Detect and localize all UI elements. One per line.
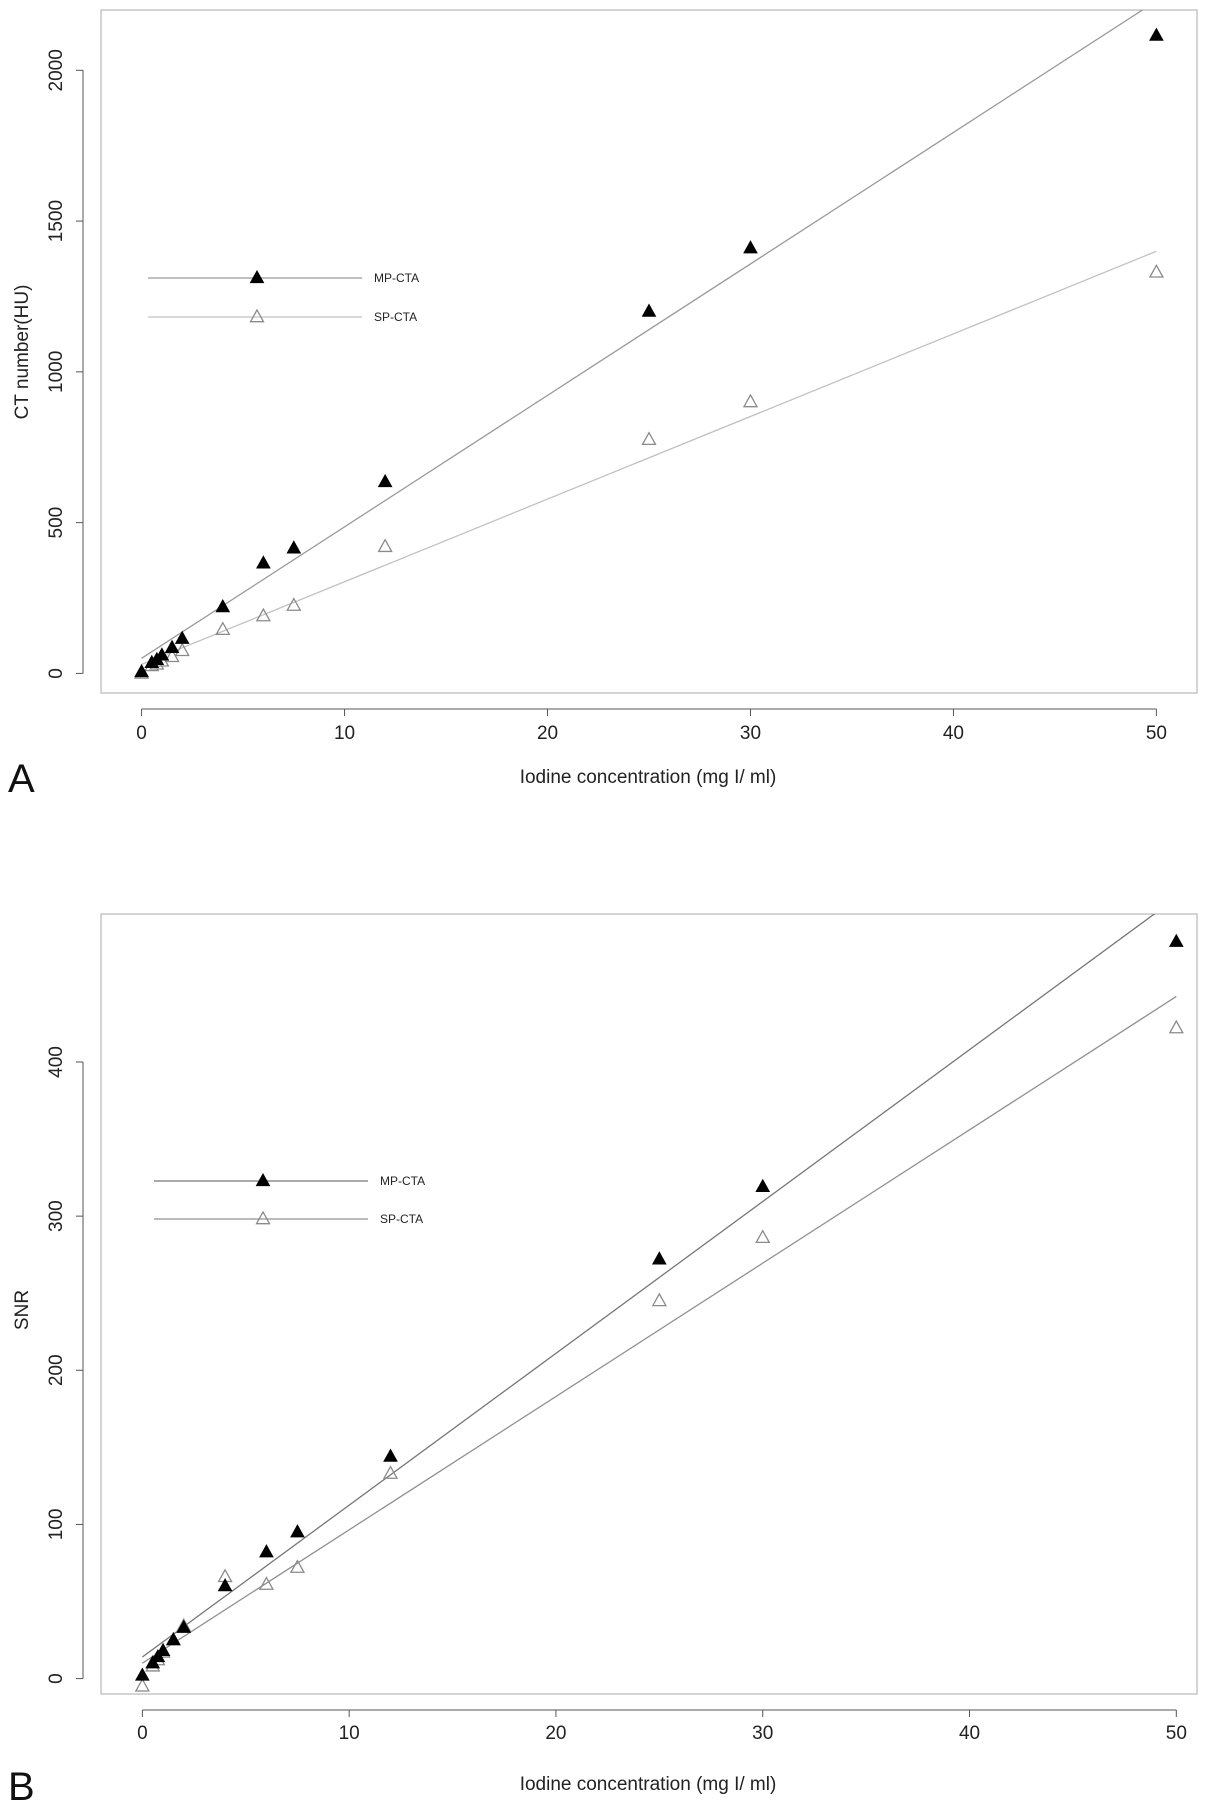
x-tick-label: 20 xyxy=(545,1723,566,1744)
legend-label-sp-cta: SP-CTA xyxy=(380,1212,423,1226)
data-point-mp-cta xyxy=(155,1642,171,1657)
data-point-sp-cta xyxy=(641,431,657,446)
data-point-mp-cta xyxy=(164,639,180,653)
data-point-sp-cta xyxy=(289,1559,306,1573)
legend-marker-mp-cta xyxy=(249,269,265,284)
y-axis-title: CT number(HU) xyxy=(12,285,33,420)
data-point-sp-cta xyxy=(742,393,759,408)
panel-b: 0 10 20 30 40 50 0 100 200 300 400 Iodine concentra… xyxy=(8,913,1198,1800)
y-tick-label: 0 xyxy=(46,668,67,679)
y-tick-label: 300 xyxy=(46,1200,67,1232)
data-point-mp-cta xyxy=(256,555,271,569)
plot-frame xyxy=(100,913,1198,1695)
y-tick-label: 2000 xyxy=(46,49,67,91)
data-point-mp-cta xyxy=(259,1544,274,1558)
data-point-mp-cta xyxy=(641,303,657,317)
data-point-sp-cta xyxy=(255,607,271,622)
legend-marker-mp-cta xyxy=(255,1172,271,1187)
x-tick-label: 50 xyxy=(1146,723,1167,744)
data-point-sp-cta xyxy=(134,1677,150,1692)
legend-marker-sp-cta xyxy=(249,308,265,323)
x-tick-label: 20 xyxy=(537,723,558,744)
x-tick-label: 50 xyxy=(1166,1723,1187,1744)
y-axis-title: SNR xyxy=(12,1290,33,1330)
data-point-sp-cta xyxy=(258,1576,275,1590)
x-axis-title: Iodine concentration (mg I/ ml) xyxy=(520,1774,777,1795)
x-tick-label: 30 xyxy=(740,723,761,744)
data-point-mp-cta xyxy=(176,1619,192,1633)
data-point-mp-cta xyxy=(286,540,302,554)
data-point-mp-cta xyxy=(1149,27,1164,41)
data-point-mp-cta xyxy=(174,630,190,644)
legend-label-mp-cta: MP-CTA xyxy=(380,1174,425,1188)
x-axis-title: Iodine concentration (mg I/ ml) xyxy=(520,767,777,788)
x-tick-label: 0 xyxy=(137,1723,148,1744)
x-tick-label: 10 xyxy=(339,1723,360,1744)
fit-line-mp-cta xyxy=(141,10,1144,659)
data-point-sp-cta xyxy=(382,1465,399,1479)
data-point-mp-cta xyxy=(215,599,231,613)
fit-line-mp-cta xyxy=(141,914,1156,1658)
plot-frame xyxy=(100,9,1198,694)
data-point-mp-cta xyxy=(383,1448,398,1462)
fit-line-sp-cta xyxy=(142,995,1177,1664)
data-point-sp-cta xyxy=(1148,263,1165,278)
data-point-mp-cta xyxy=(743,240,758,254)
data-point-mp-cta xyxy=(651,1251,667,1265)
fit-line-sp-cta xyxy=(141,250,1157,665)
data-point-sp-cta xyxy=(1168,1019,1184,1034)
y-tick-label: 500 xyxy=(46,507,67,539)
x-tick-label: 10 xyxy=(334,723,355,744)
y-tick-label: 400 xyxy=(46,1046,67,1078)
legend-label-mp-cta: MP-CTA xyxy=(374,271,419,285)
data-point-mp-cta xyxy=(377,473,393,488)
data-point-sp-cta xyxy=(174,642,190,657)
data-point-mp-cta xyxy=(217,1578,233,1592)
y-tick-label: 1000 xyxy=(46,351,67,393)
y-tick-label: 100 xyxy=(46,1509,67,1541)
y-tick-label: 200 xyxy=(46,1354,67,1386)
data-point-sp-cta xyxy=(286,597,302,611)
data-point-mp-cta xyxy=(755,1178,771,1193)
data-point-mp-cta xyxy=(154,647,170,661)
data-point-mp-cta xyxy=(290,1524,305,1538)
data-point-sp-cta xyxy=(215,621,231,636)
y-tick-label: 0 xyxy=(46,1673,67,1684)
x-tick-label: 40 xyxy=(943,723,964,744)
data-point-sp-cta xyxy=(651,1292,667,1307)
data-point-mp-cta xyxy=(134,663,149,678)
data-point-mp-cta xyxy=(166,1631,181,1646)
legend-marker-sp-cta xyxy=(255,1210,271,1225)
panel-letter: A xyxy=(8,757,35,801)
x-tick-label: 30 xyxy=(752,1723,773,1744)
x-tick-label: 40 xyxy=(959,1723,980,1744)
data-point-sp-cta xyxy=(377,538,393,553)
data-point-mp-cta xyxy=(135,1667,150,1681)
data-point-mp-cta xyxy=(1168,933,1184,947)
data-point-sp-cta xyxy=(755,1229,771,1244)
x-tick-label: 0 xyxy=(136,723,147,744)
legend-label-sp-cta: SP-CTA xyxy=(374,310,417,324)
panel-letter: B xyxy=(8,1765,35,1800)
y-tick-label: 1500 xyxy=(46,200,67,242)
